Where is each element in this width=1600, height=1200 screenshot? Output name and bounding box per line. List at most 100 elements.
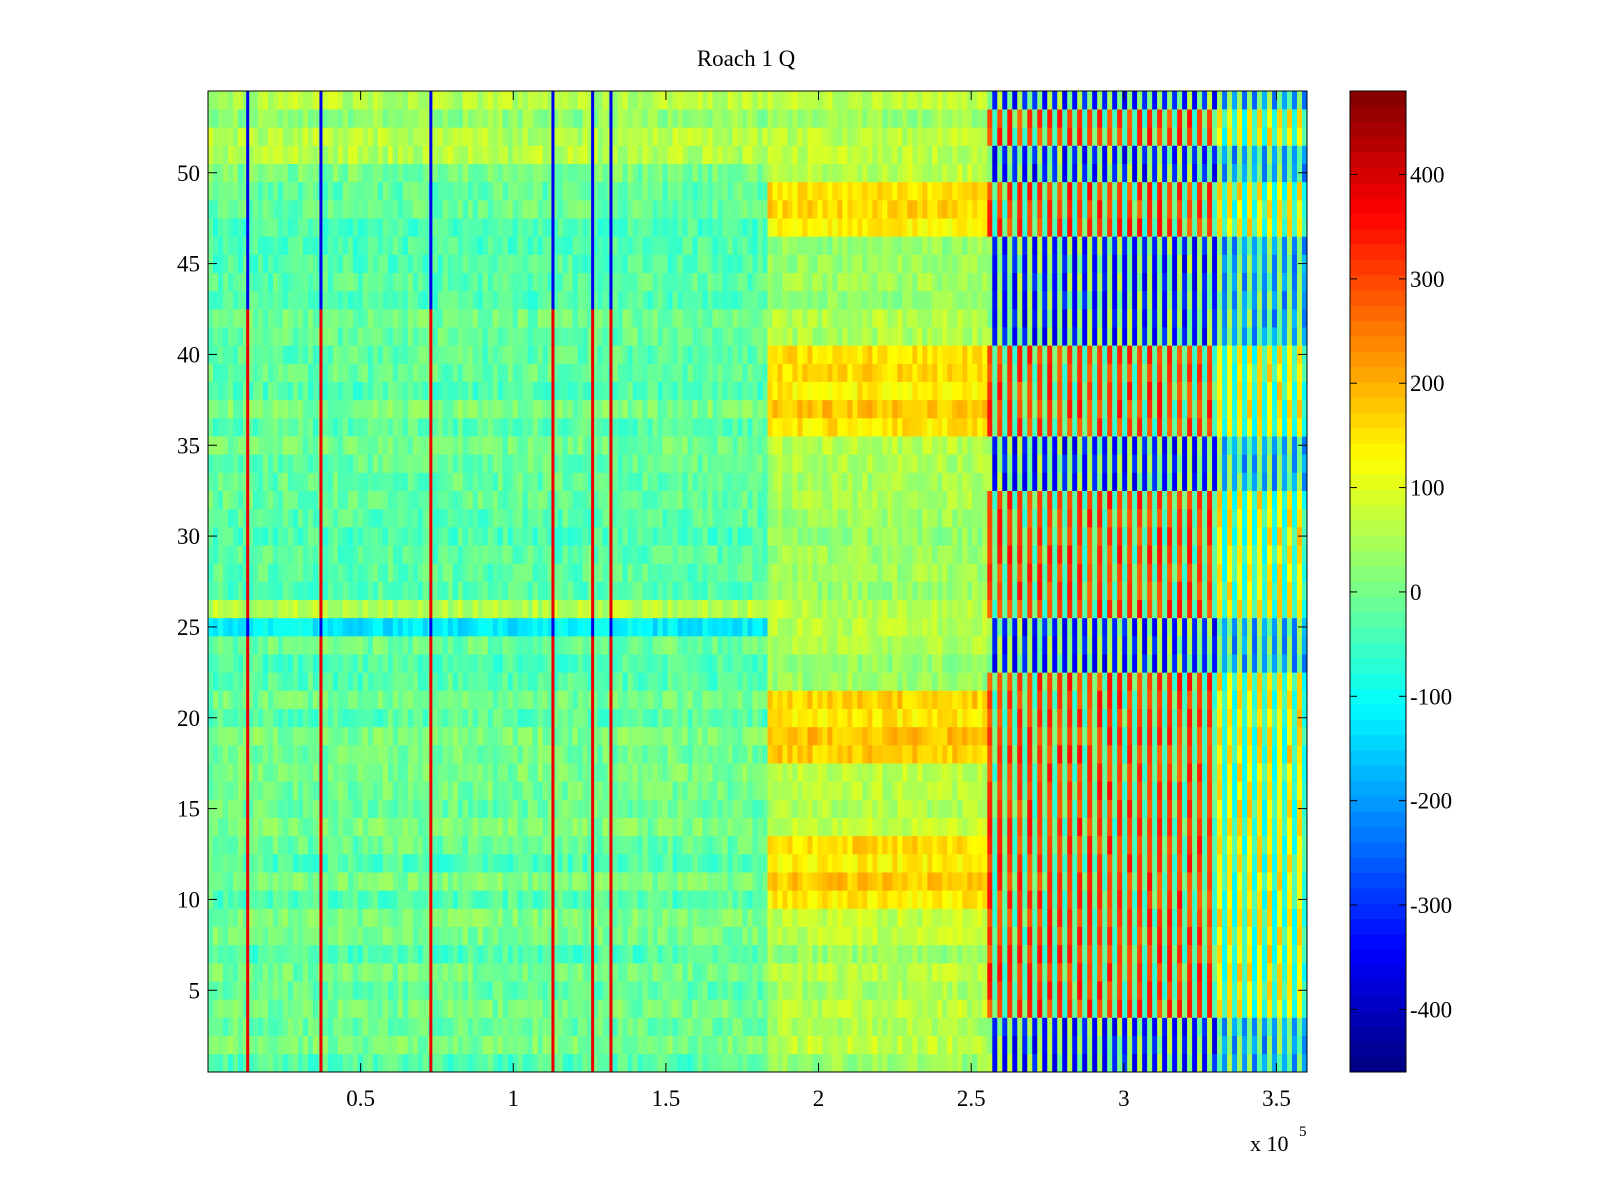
heatmap-cell bbox=[1207, 999, 1213, 1018]
heatmap-cell bbox=[1142, 745, 1148, 764]
heatmap-cell bbox=[1132, 672, 1138, 691]
heatmap-cell bbox=[482, 672, 489, 691]
heatmap-cell bbox=[817, 745, 823, 764]
heatmap-cell bbox=[567, 726, 573, 746]
heatmap-cell bbox=[927, 1053, 933, 1073]
heatmap-cell bbox=[452, 690, 459, 709]
heatmap-cell bbox=[222, 672, 229, 691]
heatmap-cell bbox=[707, 854, 713, 873]
heatmap-cell bbox=[1242, 1035, 1248, 1055]
heatmap-cell bbox=[987, 817, 993, 837]
heatmap-cell bbox=[462, 1035, 469, 1055]
heatmap-cell bbox=[1067, 690, 1073, 709]
heatmap-cell bbox=[1182, 981, 1188, 1000]
heatmap-cell bbox=[962, 726, 968, 746]
heatmap-cell bbox=[1127, 963, 1133, 982]
heatmap-cell bbox=[1272, 1035, 1278, 1055]
heatmap-cell bbox=[597, 1035, 603, 1055]
heatmap-cell bbox=[497, 745, 504, 764]
heatmap-cell bbox=[442, 1017, 449, 1036]
heatmap-cell bbox=[267, 835, 274, 855]
heatmap-cell bbox=[272, 835, 279, 855]
heatmap-cell bbox=[892, 944, 898, 964]
heatmap-cell bbox=[982, 908, 988, 927]
heatmap-cell bbox=[1267, 1017, 1273, 1036]
heatmap-cell bbox=[1272, 890, 1278, 909]
heatmap-cell bbox=[1192, 1017, 1198, 1036]
heatmap-cell bbox=[787, 1035, 793, 1055]
heatmap-cell bbox=[597, 908, 603, 927]
heatmap-cell bbox=[657, 690, 663, 709]
heatmap-cell bbox=[697, 690, 703, 709]
heatmap-cell bbox=[577, 726, 583, 746]
heatmap-cell bbox=[772, 726, 778, 746]
heatmap-cell bbox=[1062, 963, 1068, 982]
heatmap-cell bbox=[1097, 1035, 1103, 1055]
heatmap-cell bbox=[1262, 854, 1268, 873]
heatmap-cell bbox=[787, 672, 793, 691]
heatmap-cell bbox=[762, 799, 768, 818]
heatmap-cell bbox=[787, 726, 793, 746]
heatmap-cell bbox=[1192, 1035, 1198, 1055]
heatmap-cell bbox=[382, 854, 389, 873]
heatmap-cell bbox=[1082, 726, 1088, 746]
heatmap-cell bbox=[422, 835, 429, 855]
heatmap-cell bbox=[1262, 908, 1268, 927]
heatmap-cell bbox=[992, 854, 998, 873]
heatmap-cell bbox=[502, 763, 509, 782]
heatmap-cell bbox=[1217, 890, 1223, 909]
heatmap-cell bbox=[252, 926, 259, 946]
heatmap-cell bbox=[837, 963, 843, 982]
heatmap-cell bbox=[807, 872, 813, 891]
heatmap-cell bbox=[797, 944, 803, 964]
heatmap-cell bbox=[1047, 1035, 1053, 1055]
heatmap-cell bbox=[367, 1053, 374, 1073]
heatmap-cell bbox=[782, 926, 788, 946]
heatmap-cell bbox=[1177, 799, 1183, 818]
heatmap-cell bbox=[322, 854, 329, 873]
heatmap-cell bbox=[842, 817, 848, 837]
heatmap-cell bbox=[952, 781, 958, 800]
heatmap-cell bbox=[1077, 763, 1083, 782]
heatmap-cell bbox=[437, 835, 444, 855]
heatmap-cell bbox=[1192, 835, 1198, 855]
heatmap-cell bbox=[902, 1035, 908, 1055]
heatmap-cell bbox=[642, 835, 648, 855]
heatmap-cell bbox=[597, 1017, 603, 1036]
heatmap-cell bbox=[1157, 726, 1163, 746]
heatmap-cell bbox=[812, 690, 818, 709]
heatmap-cell bbox=[652, 1053, 658, 1073]
heatmap-cell bbox=[217, 745, 224, 764]
heatmap-cell bbox=[432, 890, 439, 909]
heatmap-cell bbox=[452, 745, 459, 764]
heatmap-cell bbox=[637, 817, 643, 837]
heatmap-cell bbox=[1077, 890, 1083, 909]
heatmap-cell bbox=[817, 1053, 823, 1073]
heatmap-cell bbox=[767, 963, 773, 982]
heatmap-cell bbox=[1022, 999, 1028, 1018]
heatmap-cell bbox=[512, 981, 519, 1000]
heatmap-cell bbox=[997, 1035, 1003, 1055]
heatmap-cell bbox=[437, 1053, 444, 1073]
heatmap-cell bbox=[1002, 926, 1008, 946]
heatmap-cell bbox=[857, 981, 863, 1000]
heatmap-cell bbox=[872, 908, 878, 927]
heatmap-cell bbox=[772, 854, 778, 873]
heatmap-cell bbox=[752, 1053, 758, 1073]
heatmap-cell bbox=[682, 745, 688, 764]
heatmap-cell bbox=[1222, 981, 1228, 1000]
heatmap-cell bbox=[892, 854, 898, 873]
heatmap-cell bbox=[1182, 999, 1188, 1018]
heatmap-cell bbox=[942, 890, 948, 909]
heatmap-cell bbox=[1187, 944, 1193, 964]
heatmap-cell bbox=[602, 963, 608, 982]
heatmap-cell bbox=[912, 908, 918, 927]
heatmap-cell bbox=[522, 872, 529, 891]
heatmap-cell bbox=[1082, 745, 1088, 764]
heatmap-cell bbox=[1132, 854, 1138, 873]
heatmap-cell bbox=[307, 926, 314, 946]
heatmap-cell bbox=[1057, 745, 1063, 764]
heatmap-cell bbox=[717, 745, 723, 764]
heatmap-cell bbox=[957, 835, 963, 855]
heatmap-cell bbox=[352, 999, 359, 1018]
